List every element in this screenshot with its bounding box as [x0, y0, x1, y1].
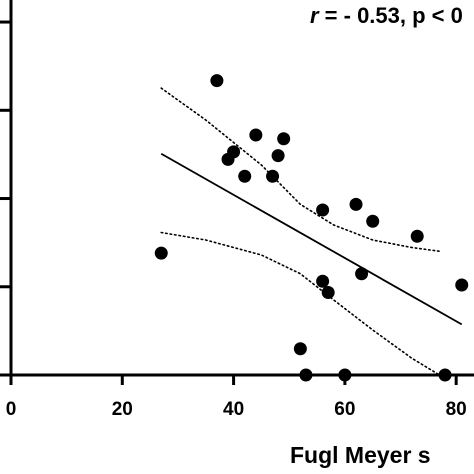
confidence-bands — [160, 87, 441, 376]
data-point — [154, 246, 168, 260]
regression-line-group — [160, 152, 463, 326]
data-point — [210, 74, 224, 88]
data-point — [455, 278, 469, 292]
data-point — [349, 197, 363, 211]
data-point — [438, 368, 452, 382]
data-points — [154, 74, 469, 382]
lower-confidence-band — [160, 231, 441, 376]
x-axis-title: Fugl Meyer s — [290, 442, 431, 468]
data-point — [266, 169, 280, 183]
x-tick-label: 40 — [223, 399, 244, 420]
data-point — [410, 229, 424, 243]
data-point — [299, 368, 313, 382]
data-point — [321, 286, 335, 299]
x-tick-label: 0 — [6, 399, 17, 420]
x-tick-label: 20 — [112, 399, 133, 420]
data-point — [249, 128, 263, 142]
data-point — [316, 203, 330, 217]
data-point — [238, 169, 252, 183]
data-point — [316, 274, 330, 288]
x-axis: 0 20 40 60 80 — [6, 373, 474, 420]
data-point — [277, 132, 291, 146]
x-tick-label: 60 — [334, 399, 355, 420]
data-point — [227, 145, 241, 159]
data-point — [338, 368, 352, 382]
data-point — [355, 267, 369, 281]
correlation-annotation: r = - 0.53, p < 0 — [310, 3, 463, 28]
x-tick-label: 80 — [446, 399, 467, 420]
data-point — [271, 149, 285, 163]
r-symbol: r — [310, 3, 320, 28]
y-axis — [0, 0, 13, 377]
correlation-text: = - 0.53, p < 0 — [319, 3, 463, 28]
upper-confidence-band — [160, 87, 441, 253]
regression-line — [160, 152, 463, 326]
data-point — [366, 214, 380, 228]
data-point — [293, 342, 307, 356]
